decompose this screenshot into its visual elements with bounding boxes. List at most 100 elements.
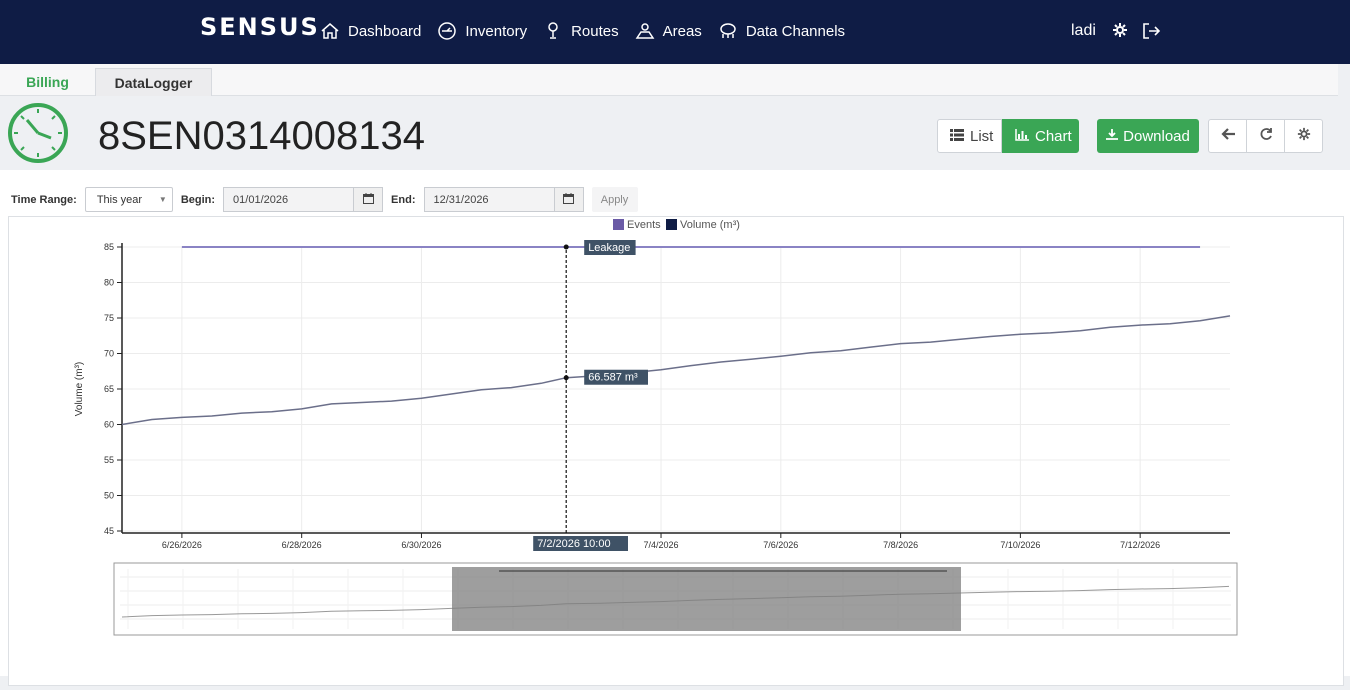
arrow-left-icon [1220, 127, 1235, 145]
apply-button[interactable]: Apply [591, 187, 638, 212]
nav-areas[interactable]: Areas [635, 16, 702, 46]
y-tick-label: 60 [104, 420, 114, 430]
list-view-button[interactable]: List [937, 119, 1002, 153]
refresh-button[interactable] [1246, 119, 1285, 153]
volume-legend-swatch [666, 219, 677, 230]
value-tooltip-text: 66.587 m³ [588, 372, 638, 384]
data-channels-icon [718, 21, 738, 41]
events-legend-swatch [613, 219, 624, 230]
x-tooltip: 7/2/2026 10:00 [533, 536, 628, 551]
end-date-input[interactable]: 12/31/2026 [423, 187, 554, 212]
y-tick-label: 65 [104, 384, 114, 394]
x-tick-label: 7/6/2026 [763, 540, 798, 550]
x-tick-label: 7/4/2026 [644, 540, 679, 550]
user-name[interactable]: ladi [1071, 22, 1096, 39]
view-toggle: List Chart [937, 119, 1079, 153]
time-range-select[interactable]: This year ▼ [84, 187, 173, 212]
begin-label: Begin: [180, 193, 216, 206]
y-axis-label: Volume (m³) [74, 362, 85, 416]
nav-dashboard-label: Dashboard [348, 22, 422, 40]
y-tick-label: 80 [104, 278, 114, 288]
list-icon [950, 128, 964, 145]
calendar-icon [362, 192, 374, 207]
back-button[interactable] [1208, 119, 1247, 153]
x-tick-label: 7/8/2026 [883, 540, 918, 550]
time-range-value: This year [96, 193, 143, 206]
settings-button[interactable] [1284, 119, 1323, 153]
nav-areas-label: Areas [662, 22, 702, 40]
download-button-label: Download [1123, 127, 1190, 145]
meter-icon [437, 21, 457, 41]
device-title: 8SEN0314008134 [98, 114, 425, 158]
time-range-label: Time Range: [11, 193, 77, 206]
event-tooltip-text: Leakage [588, 242, 630, 254]
clock-icon [7, 102, 69, 169]
event-tooltip: Leakage [584, 240, 636, 255]
download-button[interactable]: Download [1097, 119, 1199, 153]
x-tick-label: 6/30/2026 [401, 540, 441, 550]
device-header: 8SEN0314008134 List Chart Download [0, 96, 1350, 170]
bar-chart-icon [1015, 128, 1029, 145]
download-icon [1106, 128, 1119, 145]
y-tick-label: 85 [104, 242, 114, 252]
nav-inventory-label: Inventory [465, 22, 528, 40]
hover-point [563, 375, 569, 381]
settings-gear-icon[interactable] [1112, 22, 1128, 43]
logout-icon[interactable] [1141, 21, 1161, 46]
x-tick-label: 7/12/2026 [1120, 540, 1160, 550]
chevron-down-icon: ▼ [158, 195, 167, 204]
x-tick-label: 6/26/2026 [162, 540, 202, 550]
list-button-label: List [970, 127, 994, 145]
x-tooltip-text: 7/2/2026 10:00 [537, 538, 610, 550]
nav-inventory[interactable]: Inventory [437, 16, 527, 46]
volume-series-line [121, 315, 1231, 426]
calendar-icon [563, 192, 574, 207]
nav-data-channels-label: Data Channels [745, 22, 846, 40]
logo-text: SENSUS [200, 13, 320, 41]
home-icon [320, 21, 340, 41]
tab-billing[interactable]: Billing [26, 74, 69, 90]
main-nav: Dashboard Inventory Routes Areas Data Ch… [320, 16, 845, 46]
begin-date-input[interactable]: 01/01/2026 [223, 187, 354, 212]
chart-panel: Events Volume (m³) 45 50 55 60 65 70 75 80 85 6/… [8, 216, 1344, 686]
range-navigator[interactable] [113, 562, 1238, 636]
value-tooltip-box [584, 369, 648, 385]
event-tooltip-box [584, 240, 636, 255]
x-axis: 6/26/2026 6/28/2026 6/30/2026 7/4/2026 7/6/2… [122, 532, 1230, 550]
route-pin-icon [543, 21, 563, 41]
module-tabs: Billing DataLogger [0, 64, 1338, 96]
chart-series [121, 246, 1231, 426]
refresh-icon [1259, 127, 1273, 146]
volume-legend-label: Volume (m³) [680, 219, 740, 231]
header-icon-buttons [1208, 119, 1323, 153]
filter-bar: Time Range: This year ▼ Begin: 01/01/202… [11, 187, 638, 212]
y-tick-label: 70 [104, 349, 114, 359]
x-tick-label: 6/28/2026 [282, 540, 322, 550]
begin-calendar-button[interactable] [353, 187, 384, 212]
chart-legend[interactable]: Events Volume (m³) [613, 219, 740, 231]
x-tooltip-box [533, 536, 628, 551]
end-label: End: [391, 193, 416, 206]
chart-tooltip: Leakage 66.587 m³ 7/2/2026 10:00 [533, 240, 648, 551]
nav-dashboard[interactable]: Dashboard [320, 16, 421, 46]
value-tooltip: 66.587 m³ [584, 369, 648, 385]
gear-icon [1297, 127, 1311, 146]
y-tick-label: 50 [104, 491, 114, 501]
y-tick-label: 75 [104, 313, 114, 323]
end-calendar-button[interactable] [553, 187, 584, 212]
main-content: Time Range: This year ▼ Begin: 01/01/202… [0, 170, 1350, 686]
nav-routes[interactable]: Routes [543, 16, 619, 46]
volume-chart[interactable]: Events Volume (m³) 45 50 55 60 65 70 75 80 85 6/… [9, 217, 1343, 685]
y-tick-label: 55 [104, 455, 114, 465]
navigator-selection [452, 567, 961, 631]
chart-button-label: Chart [1035, 127, 1072, 145]
sensus-logo[interactable]: SENSUS [200, 14, 318, 40]
tab-datalogger[interactable]: DataLogger [95, 68, 212, 96]
chart-view-button[interactable]: Chart [1002, 119, 1079, 153]
y-axis: 45 50 55 60 65 70 75 80 85 [104, 242, 123, 536]
event-point [563, 244, 569, 250]
x-tick-label: 7/10/2026 [1000, 540, 1040, 550]
chart-grid [122, 246, 1230, 532]
nav-data-channels[interactable]: Data Channels [718, 16, 845, 46]
nav-routes-label: Routes [571, 22, 619, 40]
